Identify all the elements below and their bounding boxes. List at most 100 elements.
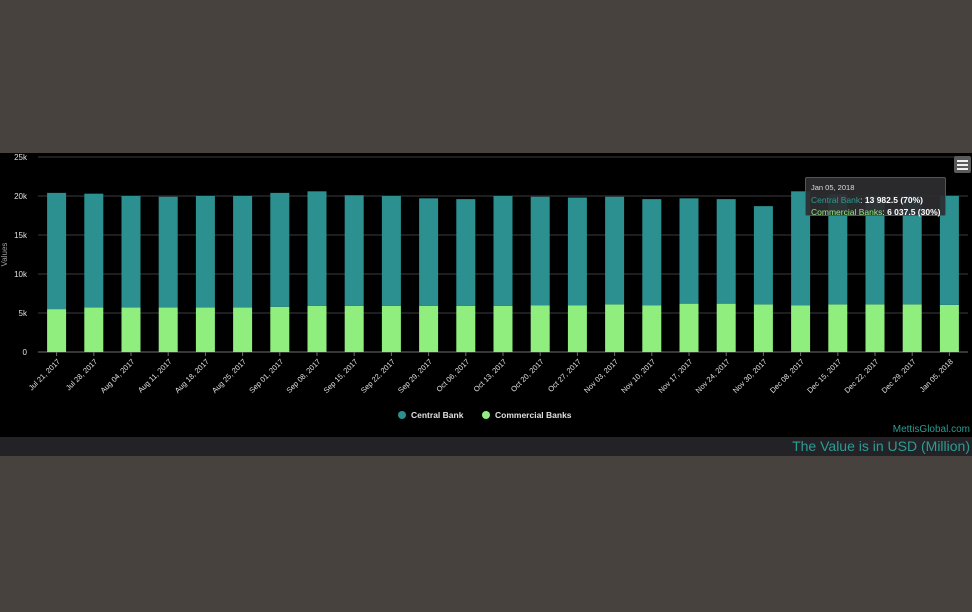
x-tick-label: Aug 04, 2017 (98, 357, 136, 395)
bar-commercial-banks (828, 304, 848, 352)
bar-commercial-banks (791, 305, 811, 352)
bar-commercial-banks (493, 305, 513, 352)
y-axis-title: Values (0, 243, 9, 267)
bar-central-bank (642, 199, 662, 306)
tooltip-central-row: Central Bank: 13 982.5 (70%) (811, 195, 923, 205)
y-tick-label: 5k (19, 309, 28, 318)
bar-central-bank (530, 196, 550, 306)
bar-commercial-banks (84, 307, 104, 352)
bar-central-bank (828, 194, 848, 305)
bar-central-bank (233, 196, 253, 308)
footer-bar: The Value is in USD (Million) (0, 437, 972, 456)
bar-central-bank (270, 192, 290, 307)
x-tick-label: Sep 29, 2017 (396, 357, 434, 395)
bar-central-bank (121, 196, 141, 308)
y-tick-label: 15k (14, 231, 28, 240)
tooltip-date: Jan 05, 2018 (811, 183, 855, 192)
bar-commercial-banks (307, 305, 327, 352)
bar-central-bank (493, 196, 513, 306)
chart-menu-button[interactable] (954, 156, 971, 173)
bar-central-bank (419, 198, 439, 306)
tooltip-central-label: Central Bank (811, 195, 861, 205)
bar-commercial-banks (158, 307, 178, 352)
bar-central-bank (605, 196, 625, 305)
x-tick-label: Nov 03, 2017 (582, 357, 620, 395)
x-tick-label: Dec 08, 2017 (768, 357, 806, 395)
bar-central-bank (307, 191, 327, 306)
tooltip-commercial-value: 6 037.5 (30%) (887, 207, 941, 217)
x-tick-label: Nov 17, 2017 (656, 357, 694, 395)
legend-marker-central-bank (398, 411, 406, 419)
y-tick-label: 0 (23, 348, 28, 357)
bar-central-bank (344, 195, 364, 306)
bar-central-bank (456, 199, 476, 306)
bar-commercial-banks (753, 304, 773, 352)
bar-commercial-banks (530, 305, 550, 352)
x-tick-label: Sep 22, 2017 (359, 357, 397, 395)
bar-commercial-banks (47, 309, 67, 352)
bar-commercial-banks (381, 305, 401, 352)
bar-commercial-banks (902, 304, 922, 352)
bar-central-bank (158, 196, 178, 308)
x-tick-label: Sep 15, 2017 (322, 357, 360, 395)
footer-note: The Value is in USD (Million) (792, 438, 970, 454)
x-tick-label: Oct 13, 2017 (472, 357, 509, 394)
x-tick-label: Sep 08, 2017 (284, 357, 322, 395)
bar-commercial-banks (195, 307, 215, 352)
tooltip-commercial-row: Commercial Banks: 6 037.5 (30%) (811, 207, 941, 217)
bar-central-bank (84, 193, 104, 308)
x-tick-label: Nov 30, 2017 (731, 357, 769, 395)
x-tick-label: Nov 24, 2017 (694, 357, 732, 395)
credits-link[interactable]: MettisGlobal.com (892, 424, 970, 435)
x-tick-label: Nov 10, 2017 (619, 357, 657, 395)
bar-commercial-banks (567, 305, 587, 352)
chart-tooltip: Jan 05, 2018 Central Bank: 13 982.5 (70%… (805, 177, 946, 217)
bar-central-bank (902, 196, 922, 305)
bar-central-bank (381, 196, 401, 306)
bar-central-bank (716, 199, 736, 304)
tooltip-central-value: 13 982.5 (70%) (864, 195, 923, 205)
x-tick-label: Oct 06, 2017 (434, 357, 471, 394)
bar-central-bank (865, 196, 885, 305)
x-tick-label: Dec 22, 2017 (842, 357, 880, 395)
tooltip-commercial-label: Commercial Banks (811, 207, 883, 217)
x-tick-label: Jan 05, 2018 (918, 357, 955, 394)
x-tick-label: Jul 28, 2017 (64, 357, 99, 392)
x-tick-label: Oct 27, 2017 (546, 357, 583, 394)
bar-commercial-banks (939, 304, 959, 352)
bar-commercial-banks (679, 303, 699, 352)
bar-commercial-banks (121, 307, 141, 352)
bar-commercial-banks (865, 304, 885, 352)
x-tick-label: Dec 15, 2017 (805, 357, 843, 395)
y-tick-label: 10k (14, 270, 28, 279)
bar-commercial-banks (456, 305, 476, 352)
bar-central-bank (791, 191, 811, 306)
bar-central-bank (753, 206, 773, 305)
bar-commercial-banks (605, 304, 625, 352)
bar-central-bank (679, 198, 699, 304)
x-tick-label: Aug 18, 2017 (173, 357, 211, 395)
x-tick-label: Aug 11, 2017 (136, 357, 174, 395)
bar-commercial-banks (419, 305, 439, 352)
bar-commercial-banks (270, 306, 290, 352)
bar-central-bank (567, 197, 587, 306)
x-tick-label: Dec 29, 2017 (880, 357, 918, 395)
bar-central-bank (195, 196, 215, 308)
x-tick-label: Jul 21, 2017 (27, 357, 62, 392)
x-tick-label: Sep 01, 2017 (247, 357, 285, 395)
bar-central-bank (939, 195, 959, 305)
bar-central-bank (47, 192, 67, 310)
y-tick-label: 25k (14, 153, 28, 162)
chart-svg: 0 5k 10k 15k 20k 25k Values Jul 21, 2017 Jul 28,… (0, 153, 968, 420)
legend-label-central-bank: Central Bank (411, 410, 464, 420)
legend-label-commercial-banks: Commercial Banks (495, 410, 572, 420)
x-tick-label: Oct 20, 2017 (509, 357, 546, 394)
bar-commercial-banks (344, 305, 364, 352)
bar-commercial-banks (642, 305, 662, 352)
bar-commercial-banks (233, 307, 253, 352)
y-tick-label: 20k (14, 192, 28, 201)
bar-commercial-banks (716, 303, 736, 352)
legend-marker-commercial-banks (482, 411, 490, 419)
hamburger-menu-icon (957, 160, 968, 170)
x-tick-label: Aug 25, 2017 (210, 357, 248, 395)
